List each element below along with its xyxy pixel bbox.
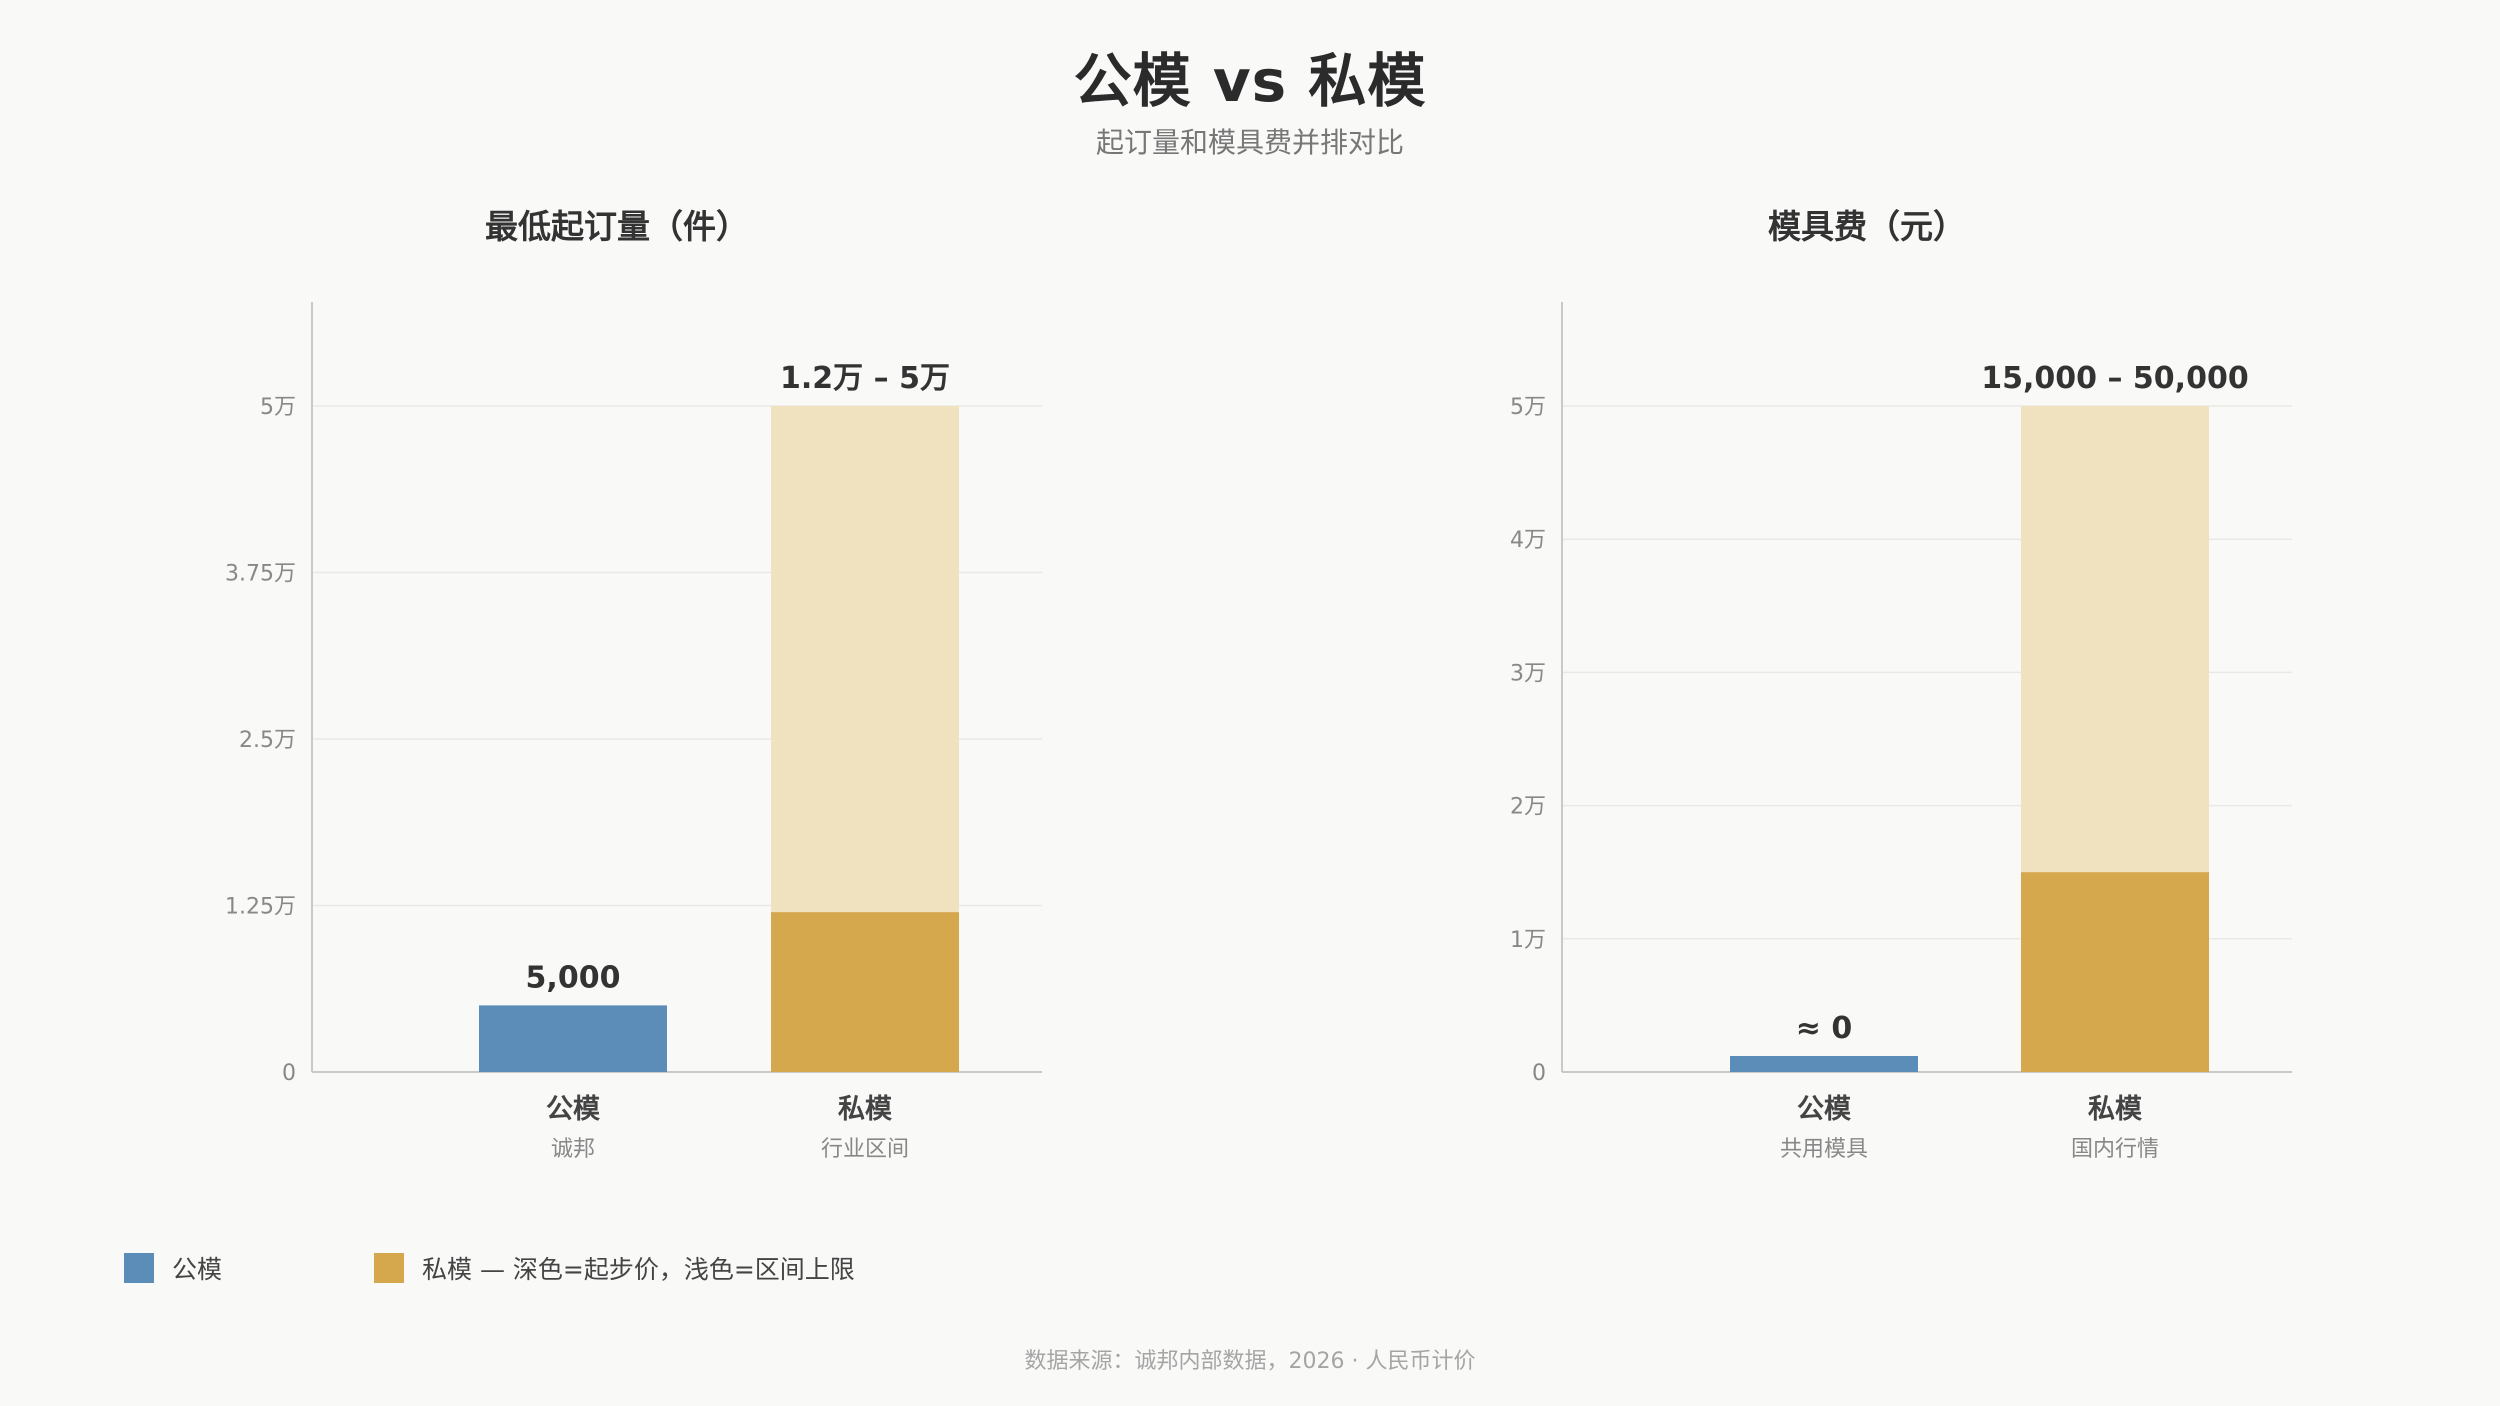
- chart2-title: 模具费（元）: [1768, 207, 1966, 246]
- chart1-x-tick-sublabel-1: 行业区间: [821, 1137, 909, 1162]
- chart1-title: 最低起订量（件）: [485, 207, 749, 246]
- page-subtitle: 起订量和模具费并排对比: [1095, 126, 1404, 159]
- chart2-y-tick-label-5: 5万: [1510, 395, 1546, 420]
- chart1-y-tick-label-0: 0: [282, 1061, 296, 1086]
- chart1-y-tick-label-1: 1.25万: [225, 895, 296, 920]
- chart2-bar-1-value-label: 15,000 – 50,000: [1981, 361, 2248, 396]
- chart2-y-tick-label-0: 0: [1532, 1061, 1546, 1086]
- chart2-x-tick-sublabel-1: 国内行情: [2071, 1137, 2159, 1162]
- chart1-x-tick-sublabel-0: 诚邦: [551, 1137, 595, 1162]
- legend-swatch-public: [124, 1253, 154, 1283]
- legend-label-public: 公模: [172, 1255, 223, 1284]
- legend-label-private: 私模 — 深色=起步价，浅色=区间上限: [422, 1255, 855, 1284]
- chart1-x-tick-label-0: 公模: [546, 1094, 600, 1125]
- chart2-x-tick-label-1: 私模: [2088, 1094, 2142, 1125]
- chart1-x-tick-label-1: 私模: [838, 1094, 892, 1125]
- chart1-y-tick-label-4: 5万: [260, 395, 296, 420]
- chart1-bar-1-start: [771, 912, 959, 1072]
- chart1-y-tick-label-3: 3.75万: [225, 562, 296, 587]
- legend-item-private: 私模 — 深色=起步价，浅色=区间上限: [374, 1250, 855, 1286]
- data-source-note: 数据来源：诚邦内部数据，2026 · 人民币计价: [1024, 1349, 1476, 1374]
- chart2-y-tick-label-3: 3万: [1510, 661, 1546, 686]
- chart2-y-tick-label-1: 1万: [1510, 928, 1546, 953]
- chart2-y-tick-label-2: 2万: [1510, 795, 1546, 820]
- chart1-bar-1-value-label: 1.2万 – 5万: [780, 361, 950, 396]
- chart2-y-tick-label-4: 4万: [1510, 528, 1546, 553]
- legend-swatch-private: [374, 1253, 404, 1283]
- chart1-y-tick-label-2: 2.5万: [239, 728, 296, 753]
- chart1-bar-0-value-label: 5,000: [526, 960, 621, 995]
- chart2-x-tick-label-0: 公模: [1797, 1094, 1851, 1125]
- legend: 公模 私模 — 深色=起步价，浅色=区间上限: [0, 1250, 2500, 1284]
- chart2-bar-1-start: [2021, 872, 2209, 1072]
- chart1-bar-0: [479, 1005, 667, 1072]
- chart2-bar-0-value-label: ≈ 0: [1796, 1011, 1852, 1046]
- chart2-x-tick-sublabel-0: 共用模具: [1780, 1137, 1868, 1162]
- page-title: 公模 vs 私模: [1073, 47, 1427, 115]
- legend-item-public: 公模: [124, 1250, 222, 1286]
- chart2-bar-0: [1730, 1056, 1918, 1072]
